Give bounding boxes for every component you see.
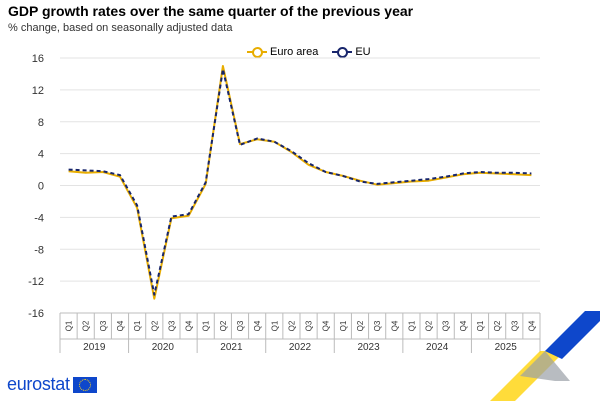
- legend-marker-eu-icon: [332, 47, 353, 58]
- x-quarter-label: Q4: [253, 320, 262, 331]
- chart-subtitle: % change, based on seasonally adjusted d…: [8, 22, 233, 34]
- x-quarter-label: Q2: [287, 320, 296, 331]
- x-quarter-label: Q3: [99, 320, 108, 331]
- x-quarter-label: Q4: [527, 320, 536, 331]
- x-year-label: 2020: [152, 342, 175, 353]
- legend-item-euro-area[interactable]: Euro area: [247, 46, 318, 58]
- y-tick-label: 4: [38, 149, 44, 161]
- x-quarter-label: Q3: [442, 320, 451, 331]
- x-quarter-label: Q4: [185, 320, 194, 331]
- y-tick-label: -12: [28, 276, 44, 288]
- x-year-label: 2024: [426, 342, 449, 353]
- series-line-eu: [68, 68, 532, 296]
- x-quarter-label: Q1: [65, 320, 74, 331]
- x-quarter-label: Q1: [339, 320, 348, 331]
- chart-title: GDP growth rates over the same quarter o…: [8, 3, 414, 19]
- x-quarter-label: Q4: [459, 320, 468, 331]
- x-quarter-label: Q3: [236, 320, 245, 331]
- logo-text: eurostat: [7, 374, 70, 394]
- legend-label-eu: EU: [355, 46, 371, 58]
- legend: Euro area EU: [247, 46, 371, 58]
- x-quarter-label: Q1: [202, 320, 211, 331]
- x-year-label: 2019: [83, 342, 106, 353]
- x-quarter-label: Q3: [305, 320, 314, 331]
- x-quarter-label: Q1: [476, 320, 485, 331]
- x-quarter-label: Q1: [270, 320, 279, 331]
- eu-flag-icon: [72, 376, 97, 393]
- eurostat-logo: eurostat: [7, 374, 97, 395]
- x-quarter-label: Q3: [167, 320, 176, 331]
- y-tick-label: -8: [34, 244, 44, 256]
- x-quarter-label: Q2: [219, 320, 228, 331]
- legend-marker-euro-area-icon: [247, 47, 267, 58]
- x-quarter-label: Q3: [373, 320, 382, 331]
- x-quarter-label: Q4: [116, 320, 125, 331]
- y-tick-label: -4: [34, 212, 44, 224]
- x-quarter-label: Q2: [493, 320, 502, 331]
- series-line-euro-area: [68, 65, 532, 300]
- x-quarter-label: Q1: [133, 320, 142, 331]
- x-year-label: 2023: [357, 342, 380, 353]
- x-year-label: 2025: [495, 342, 518, 353]
- x-year-label: 2021: [220, 342, 243, 353]
- x-quarter-label: Q2: [425, 320, 434, 331]
- corner-decoration-icon: [490, 311, 600, 401]
- x-quarter-label: Q2: [356, 320, 365, 331]
- y-tick-label: 8: [38, 117, 44, 129]
- x-quarter-label: Q2: [150, 320, 159, 331]
- y-tick-label: -16: [28, 308, 44, 320]
- x-quarter-label: Q1: [407, 320, 416, 331]
- y-tick-label: 0: [38, 181, 44, 193]
- x-quarter-label: Q3: [510, 320, 519, 331]
- x-year-label: 2022: [289, 342, 312, 353]
- x-quarter-label: Q4: [390, 320, 399, 331]
- x-quarter-label: Q4: [322, 320, 331, 331]
- legend-label-euro-area: Euro area: [270, 46, 319, 58]
- y-tick-label: 16: [32, 53, 44, 65]
- y-tick-label: 12: [32, 85, 44, 97]
- x-quarter-label: Q2: [82, 320, 91, 331]
- legend-item-eu[interactable]: EU: [332, 46, 371, 58]
